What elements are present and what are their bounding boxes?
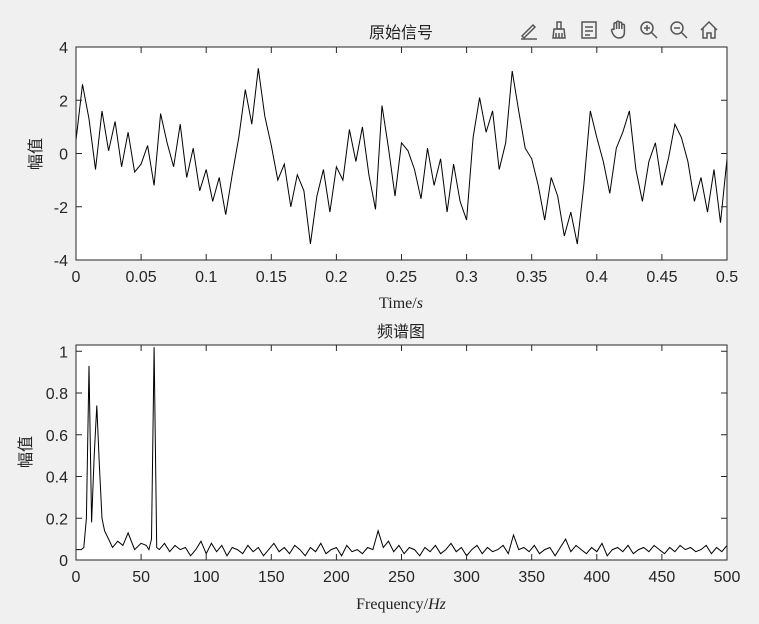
frequency-domain-y-tick-label: 0.4 bbox=[46, 470, 68, 487]
frequency-domain-x-tick-label: 250 bbox=[388, 569, 415, 586]
time-domain-plot-area bbox=[76, 47, 727, 260]
frequency-domain-title: 频谱图 bbox=[377, 322, 425, 341]
frequency-domain-y-tick-label: 1 bbox=[59, 344, 68, 361]
time-domain-y-ticks: -4 -2 0 2 4 bbox=[54, 40, 727, 270]
pan-hand-icon[interactable] bbox=[605, 16, 633, 44]
frequency-domain-x-ticks: 0 50 100 150 200 250 300 350 400 450 500 bbox=[72, 345, 741, 586]
time-domain-y-tick-label: 0 bbox=[59, 147, 68, 164]
time-domain-x-tick-label: 0.5 bbox=[716, 269, 738, 286]
time-domain-x-axis-label: Time/s bbox=[379, 295, 423, 312]
frequency-domain-x-tick-label: 500 bbox=[714, 569, 741, 586]
frequency-domain-y-tick-label: 0.8 bbox=[46, 386, 68, 403]
time-domain-x-tick-label: 0.05 bbox=[126, 269, 157, 286]
frequency-domain-x-axis-label-main: Frequency/ bbox=[356, 596, 429, 613]
frequency-domain-y-ticks: 0 0.2 0.4 0.6 0.8 1 bbox=[46, 344, 727, 570]
time-domain-x-tick-label: 0.15 bbox=[256, 269, 287, 286]
time-domain-signal-line bbox=[75, 68, 728, 245]
frequency-domain-x-tick-label: 150 bbox=[258, 569, 285, 586]
frequency-domain-y-tick-label: 0.6 bbox=[46, 428, 68, 445]
time-domain-y-tick-label: -2 bbox=[54, 200, 68, 217]
frequency-domain-x-tick-label: 50 bbox=[132, 569, 150, 586]
frequency-domain-plot-area bbox=[76, 345, 727, 560]
time-domain-x-axis-label-unit: s bbox=[417, 295, 423, 312]
time-domain-y-tick-label: 2 bbox=[59, 93, 68, 110]
brush-tool-icon[interactable] bbox=[545, 16, 573, 44]
time-domain-x-tick-label: 0.35 bbox=[516, 269, 547, 286]
frequency-domain-y-tick-label: 0.2 bbox=[46, 511, 68, 528]
time-domain-x-tick-label: 0.25 bbox=[386, 269, 417, 286]
frequency-spectrum-line bbox=[76, 347, 728, 557]
time-domain-x-tick-label: 0.2 bbox=[325, 269, 347, 286]
frequency-domain-y-axis-label: 幅值 bbox=[16, 436, 35, 468]
time-domain-x-tick-label: 0 bbox=[72, 269, 81, 286]
zoom-out-icon[interactable] bbox=[665, 16, 693, 44]
time-domain-y-tick-label: -4 bbox=[54, 253, 68, 270]
axes-toolbar bbox=[515, 16, 723, 46]
frequency-domain-x-axis-label-unit: Hz bbox=[427, 596, 447, 613]
zoom-in-icon[interactable] bbox=[635, 16, 663, 44]
frequency-domain-x-axis-label: Frequency/Hz bbox=[356, 596, 447, 613]
frequency-domain-x-tick-label: 400 bbox=[583, 569, 610, 586]
frequency-domain-x-tick-label: 100 bbox=[193, 569, 220, 586]
frequency-domain-x-tick-label: 450 bbox=[649, 569, 676, 586]
frequency-domain-y-tick-label: 0 bbox=[59, 553, 68, 570]
edit-tool-icon[interactable] bbox=[515, 16, 543, 44]
time-domain-x-ticks: 0 0.05 0.1 0.15 0.2 0.25 0.3 0.35 0.4 0.45 0.5 bbox=[72, 47, 738, 286]
frequency-domain-x-tick-label: 200 bbox=[323, 569, 350, 586]
frequency-domain-x-tick-label: 300 bbox=[453, 569, 480, 586]
datatip-icon[interactable] bbox=[575, 16, 603, 44]
time-domain-title: 原始信号 bbox=[369, 23, 433, 42]
time-domain-x-tick-label: 0.4 bbox=[586, 269, 608, 286]
time-domain-y-axis-label: 幅值 bbox=[26, 138, 45, 170]
time-domain-x-tick-label: 0.3 bbox=[455, 269, 477, 286]
time-domain-y-tick-label: 4 bbox=[59, 40, 68, 57]
time-domain-axes: 原始信号 0 0.05 0.1 0.15 0.2 0.25 0.3 0.35 0.4 0.45 0.… bbox=[26, 23, 738, 312]
time-domain-x-tick-label: 0.1 bbox=[195, 269, 217, 286]
home-icon[interactable] bbox=[695, 16, 723, 44]
frequency-domain-axes: 频谱图 0 50 100 150 200 250 300 350 400 450 500 00.20… bbox=[16, 322, 740, 613]
frequency-domain-x-tick-label: 0 bbox=[72, 569, 81, 586]
frequency-domain-x-tick-label: 350 bbox=[518, 569, 545, 586]
time-domain-x-axis-label-main: Time/ bbox=[379, 295, 417, 312]
time-domain-x-tick-label: 0.45 bbox=[646, 269, 677, 286]
